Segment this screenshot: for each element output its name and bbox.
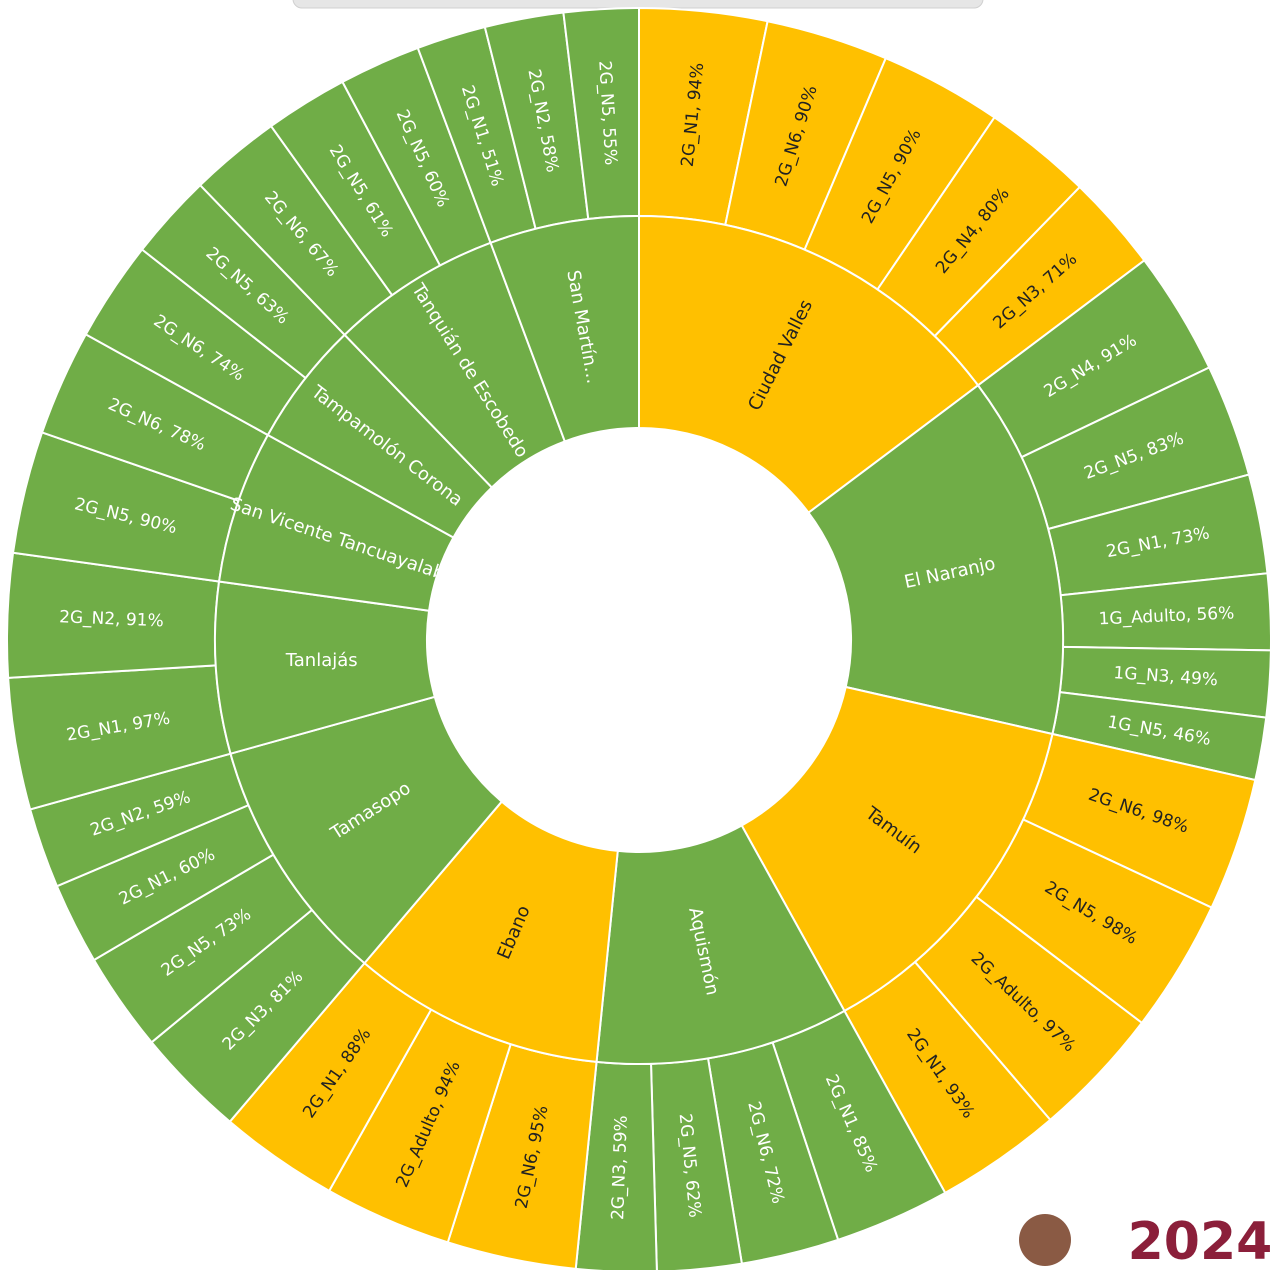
outer-label: 2G_N2, 91% <box>59 607 164 631</box>
logo-icon <box>1019 1214 1071 1266</box>
logo-text: 2024 <box>1128 1212 1273 1270</box>
top-bar <box>293 0 983 8</box>
outer-label: 2G_N3, 59% <box>608 1115 632 1220</box>
page: 2G_N1, 94%2G_N6, 90%2G_N5, 90%2G_N4, 80%… <box>0 0 1278 1270</box>
group-label: Tanlajás <box>285 650 358 671</box>
chart: 2G_N1, 94%2G_N6, 90%2G_N5, 90%2G_N4, 80%… <box>0 0 1278 1270</box>
